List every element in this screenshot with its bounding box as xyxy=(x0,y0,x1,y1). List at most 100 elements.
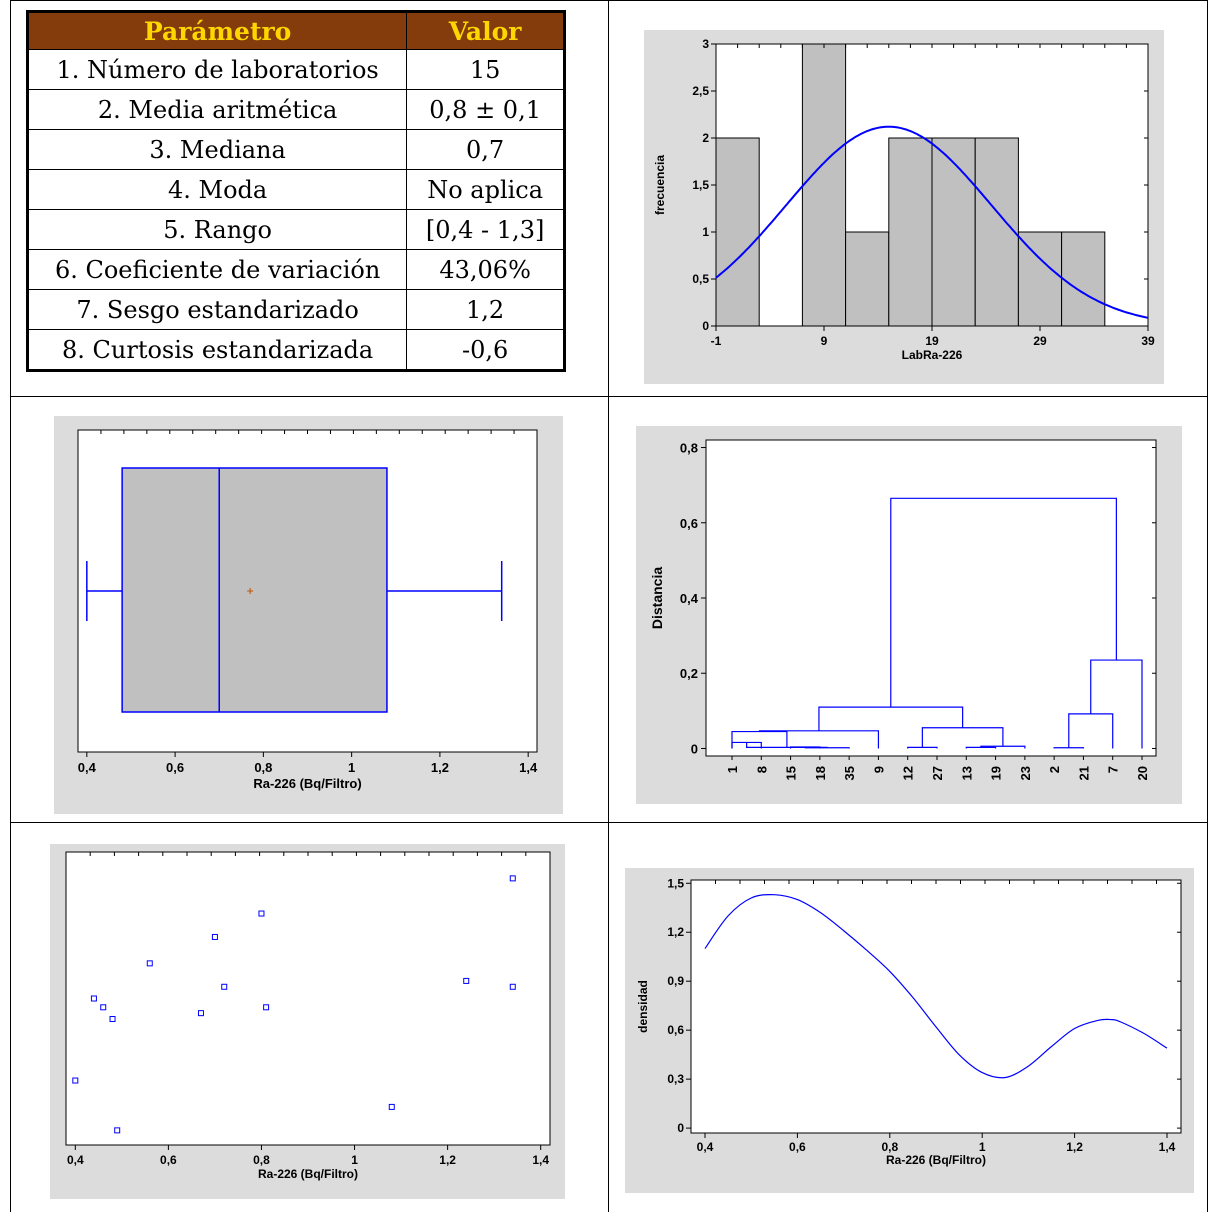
x-tick-label: 1 xyxy=(351,1153,358,1167)
dendrogram-link xyxy=(1068,713,1114,749)
grid-divider-vertical xyxy=(608,0,609,1212)
dendrogram-link xyxy=(965,746,997,749)
grid-divider-row1 xyxy=(10,396,1208,397)
x-tick-label: 39 xyxy=(1141,334,1155,348)
plot-area xyxy=(65,851,551,1146)
y-tick-label: 0,4 xyxy=(680,591,699,606)
dendrogram-panel: 0 0,2 0,4 0,6 0,8 1 8 15 18 35 9 12 27 13 19 23 2 21 7 20 Di… xyxy=(636,426,1182,804)
grid-divider-row2 xyxy=(10,822,1208,823)
value-cell: 15 xyxy=(406,49,565,90)
param-cell: 8. Curtosis estandarizada xyxy=(26,329,408,371)
scatter-point xyxy=(146,960,153,967)
scatter-point xyxy=(221,983,228,990)
x-tick-label: -1 xyxy=(711,334,722,348)
dendrogram-link xyxy=(746,742,828,748)
leaf-label: 8 xyxy=(754,766,769,773)
y-tick-label: 1 xyxy=(702,225,709,239)
x-tick-label: 1,4 xyxy=(532,1153,549,1167)
value-cell: 43,06% xyxy=(406,249,565,290)
x-tick-label: 19 xyxy=(925,334,939,348)
x-tick-label: 1 xyxy=(348,760,355,775)
scatter-point xyxy=(258,910,265,917)
x-axis-label: Ra-226 (Bq/Filtro) xyxy=(253,776,361,791)
grid-border-top xyxy=(10,0,1208,1)
x-tick-label: 1,4 xyxy=(1159,1140,1176,1154)
leaf-label: 18 xyxy=(813,766,828,780)
x-axis-label: Ra-226 (Bq/Filtro) xyxy=(258,1167,358,1181)
x-tick-label: 0,4 xyxy=(78,760,97,775)
table-row: 3. Mediana 0,7 xyxy=(26,129,565,170)
density-panel: 0,4 0,6 0,8 1 1,2 1,4 0 0,3 0,6 0,9 1,2 1,5 Ra-226 (… xyxy=(625,868,1194,1193)
table-header-row: Parámetro Valor xyxy=(26,11,565,50)
header-valor: Valor xyxy=(406,11,565,50)
y-tick-label: 1,5 xyxy=(692,178,709,192)
leaf-label: 9 xyxy=(871,766,886,773)
scatter-point xyxy=(197,1010,204,1017)
leaf-label: 35 xyxy=(842,766,857,780)
x-tick-label: 1,2 xyxy=(431,760,449,775)
statistics-table: Parámetro Valor 1. Número de laboratorio… xyxy=(26,10,566,372)
y-tick-label: 0 xyxy=(691,741,698,756)
leaf-label: 1 xyxy=(725,766,740,773)
leaf-label: 20 xyxy=(1135,766,1150,780)
y-tick-label: 0 xyxy=(677,1121,684,1135)
scatter-point xyxy=(72,1077,79,1084)
boxplot-chart: 0,4 0,6 0,8 1 1,2 1,4 Ra-226 (Bq/Filtro) xyxy=(77,429,538,791)
y-axis-label: frecuencia xyxy=(653,155,667,215)
scatter-point xyxy=(211,933,218,940)
density-chart: 0,4 0,6 0,8 1 1,2 1,4 0 0,3 0,6 0,9 1,2 1,5 Ra-226 (… xyxy=(636,876,1182,1167)
leaf-label: 2 xyxy=(1047,766,1062,773)
value-cell: 0,8 ± 0,1 xyxy=(406,89,565,130)
scatter-point xyxy=(263,1004,270,1011)
scatter-point xyxy=(100,1004,107,1011)
leaf-label: 15 xyxy=(784,766,799,780)
x-tick-label: 0,6 xyxy=(166,760,184,775)
y-tick-label: 0,2 xyxy=(680,666,698,681)
histogram-bar xyxy=(845,231,890,327)
param-cell: 3. Mediana xyxy=(26,129,408,170)
grid-border-left xyxy=(10,0,11,1212)
y-tick-label: 0,8 xyxy=(680,441,698,456)
param-cell: 4. Moda xyxy=(26,169,408,210)
dendrogram-link xyxy=(890,497,1117,708)
y-tick-label: 0,3 xyxy=(667,1072,684,1086)
x-tick-label: 1 xyxy=(979,1140,986,1154)
param-cell: 7. Sesgo estandarizado xyxy=(26,289,408,330)
x-tick-label: 0,4 xyxy=(67,1153,84,1167)
x-axis-label: Ra-226 (Bq/Filtro) xyxy=(886,1153,986,1167)
histogram-panel: -1 9 19 29 39 0 0,5 1 1,5 2 2,5 3 LabRa-226 frecuenci… xyxy=(644,30,1164,384)
y-tick-label: 1,2 xyxy=(667,925,684,939)
table-row: 8. Curtosis estandarizada -0,6 xyxy=(26,329,565,371)
leaf-label: 27 xyxy=(930,766,945,780)
scatter-point xyxy=(388,1103,395,1110)
scatter-panel: 0,4 0,6 0,8 1 1,2 1,4 Ra-226 (Bq/Filtro) xyxy=(50,844,565,1199)
header-parametro: Parámetro xyxy=(26,11,408,50)
scatter-point xyxy=(90,995,97,1002)
x-axis-label: LabRa-226 xyxy=(902,348,963,362)
x-tick-label: 0,8 xyxy=(253,1153,270,1167)
value-cell: 1,2 xyxy=(406,289,565,330)
scatter-point xyxy=(114,1127,121,1134)
y-tick-label: 3 xyxy=(702,37,709,51)
table-row: 4. Moda No aplica xyxy=(26,169,565,210)
table-row: 6. Coeficiente de variación 43,06% xyxy=(26,249,565,290)
plot-area xyxy=(690,879,1182,1134)
y-tick-label: 0 xyxy=(702,319,709,333)
plot-area xyxy=(705,439,1157,757)
x-tick-label: 1,2 xyxy=(1066,1140,1083,1154)
scatter-point xyxy=(509,983,516,990)
param-cell: 2. Media aritmética xyxy=(26,89,408,130)
histogram-bar xyxy=(1017,231,1063,327)
dendrogram-link xyxy=(731,730,788,749)
scatter-point xyxy=(463,977,470,984)
dendrogram-chart: 00,20,40,60,81 8 15 18 35 9 12 27 13 19 23 2 21 7 20Di… xyxy=(649,439,1157,780)
dendrogram-link xyxy=(1053,747,1085,749)
dendrogram-link xyxy=(921,727,1004,748)
x-tick-label: 0,6 xyxy=(160,1153,177,1167)
leaf-label: 21 xyxy=(1076,766,1091,780)
boxplot-panel: 0,4 0,6 0,8 1 1,2 1,4 Ra-226 (Bq/Filtro) xyxy=(54,416,563,814)
normal-curve-line xyxy=(715,125,1149,319)
y-tick-label: 0,5 xyxy=(692,272,709,286)
param-cell: 1. Número de laboratorios xyxy=(26,49,408,90)
x-tick-label: 0,4 xyxy=(697,1140,714,1154)
